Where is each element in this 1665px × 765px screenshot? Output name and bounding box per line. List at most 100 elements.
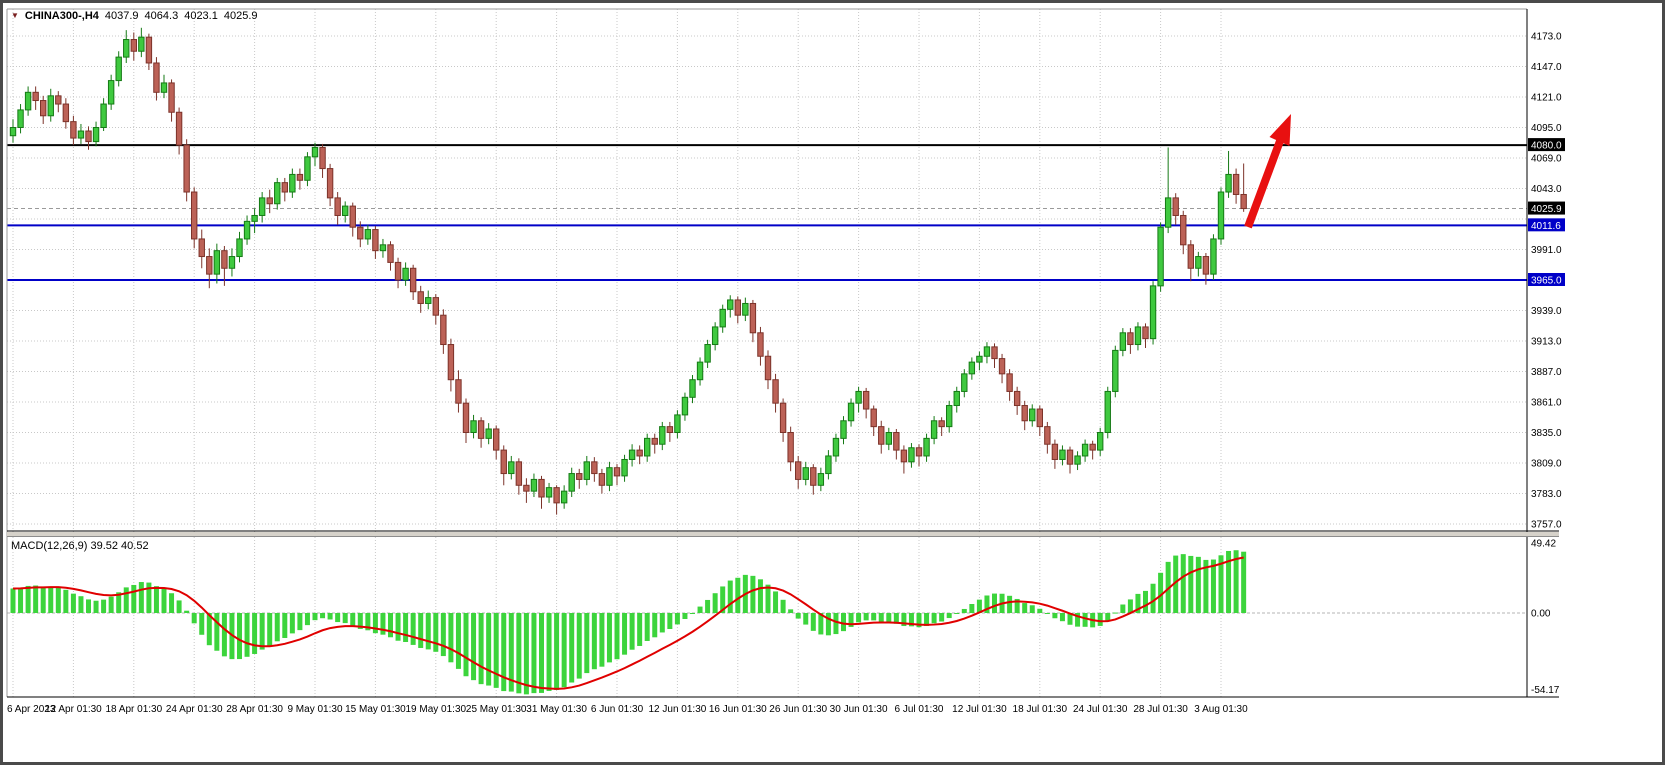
time-tick-label: 28 Jul 01:30 (1133, 704, 1188, 715)
macd-signal-line (12, 556, 1244, 690)
candle (598, 473, 606, 486)
candle (145, 36, 153, 64)
macd-bar (1059, 613, 1065, 622)
candle (787, 432, 794, 463)
macd-bar (486, 613, 492, 686)
time-tick-label: 19 May 01:30 (405, 704, 466, 715)
price-tick-label: 3939.0 (1531, 306, 1562, 317)
candle (228, 256, 236, 269)
macd-scale-label: 49.42 (1531, 538, 1556, 549)
macd-bar (259, 613, 265, 650)
macd-bar (1067, 613, 1073, 625)
macd-bar (214, 613, 220, 651)
macd-bar (637, 613, 643, 646)
time-tick-label: 24 Apr 01:30 (166, 704, 223, 715)
candle (560, 490, 568, 504)
macd-bar (478, 613, 484, 685)
candle (1240, 193, 1247, 210)
candle (1195, 256, 1202, 269)
candle (1081, 443, 1089, 457)
candle (1134, 326, 1142, 346)
macd-bar (388, 613, 393, 638)
candle (32, 91, 39, 102)
candle (17, 109, 24, 128)
macd-bar (221, 613, 227, 657)
candle (334, 197, 341, 216)
candle (92, 127, 100, 143)
macd-bar (984, 595, 990, 613)
macd-bar (773, 591, 779, 613)
trend-arrow[interactable] (1244, 114, 1291, 229)
macd-bar (335, 613, 341, 623)
macd-bar (720, 586, 726, 613)
candle (1180, 214, 1187, 246)
macd-bar (652, 613, 658, 638)
candle (289, 173, 296, 193)
candle (1021, 405, 1028, 422)
macd-scale-label: 0.00 (1531, 609, 1551, 620)
candle (923, 437, 930, 457)
candle (387, 244, 394, 263)
chart-svg[interactable]: 4173.0 4147.0 4121.0 4095.0 4069.0 4043.0 3991… (3, 3, 1662, 762)
macd-bar (55, 587, 61, 613)
time-tick-label: 26 Jun 01:30 (769, 704, 827, 715)
candle (462, 402, 470, 433)
macd-bar (878, 613, 884, 623)
candle (674, 414, 681, 433)
candle (1225, 173, 1232, 193)
candle (1202, 256, 1210, 275)
price-tick-label: 4043.0 (1531, 184, 1562, 195)
candlestick-series (9, 27, 1247, 515)
candle (915, 447, 923, 457)
macd-bar (584, 613, 590, 674)
macd-bar (780, 599, 786, 613)
macd-bar (969, 604, 975, 613)
macd-bar (712, 593, 718, 613)
candle (817, 473, 825, 486)
macd-bar (237, 613, 242, 660)
candle (258, 197, 266, 216)
macd-bar (93, 600, 99, 613)
candle (311, 146, 319, 158)
candle (440, 314, 447, 346)
macd-bar (1075, 613, 1081, 627)
candle (1217, 191, 1225, 240)
macd-bar (976, 599, 982, 613)
candle (870, 408, 877, 428)
time-tick-label: 25 May 01:30 (466, 704, 527, 715)
macd-bar (1150, 583, 1156, 613)
macd-bar (810, 613, 816, 631)
macd-bar (901, 613, 907, 627)
price-tick-label: 3913.0 (1531, 337, 1562, 348)
svg-text:4025.9: 4025.9 (1531, 204, 1562, 215)
macd-bar (667, 613, 673, 629)
time-tick-label: 12 Jun 01:30 (648, 704, 706, 715)
candle (342, 205, 349, 216)
macd-bar (433, 613, 439, 652)
pane-splitter[interactable] (7, 532, 1559, 536)
macd-bar (795, 613, 801, 619)
macd-bar (410, 613, 416, 645)
candle (998, 358, 1006, 375)
candle (666, 426, 674, 433)
macd-bar (516, 613, 522, 694)
candle (130, 39, 138, 52)
macd-bar (1014, 598, 1020, 613)
macd-bar (591, 613, 597, 670)
macd-bar (48, 586, 54, 613)
price-scale[interactable]: 4173.0 4147.0 4121.0 4095.0 4069.0 4043.0 3991… (1531, 32, 1562, 531)
macd-bar (146, 582, 152, 613)
macd-bar (682, 613, 688, 619)
candle (711, 326, 719, 346)
chart-canvas[interactable]: 4173.0 4147.0 4121.0 4095.0 4069.0 4043.0 3991… (3, 3, 1662, 762)
candle (85, 130, 92, 143)
candle (470, 420, 477, 433)
candle (1013, 390, 1021, 407)
macd-indicator-label: MACD(12,26,9) 39.52 40.52 (11, 540, 149, 552)
price-badge-4025.9: 4025.9 (1528, 201, 1565, 215)
macd-bar (1173, 555, 1179, 613)
macd-bar (735, 577, 741, 613)
candle (991, 346, 998, 360)
macd-bar (569, 613, 575, 683)
